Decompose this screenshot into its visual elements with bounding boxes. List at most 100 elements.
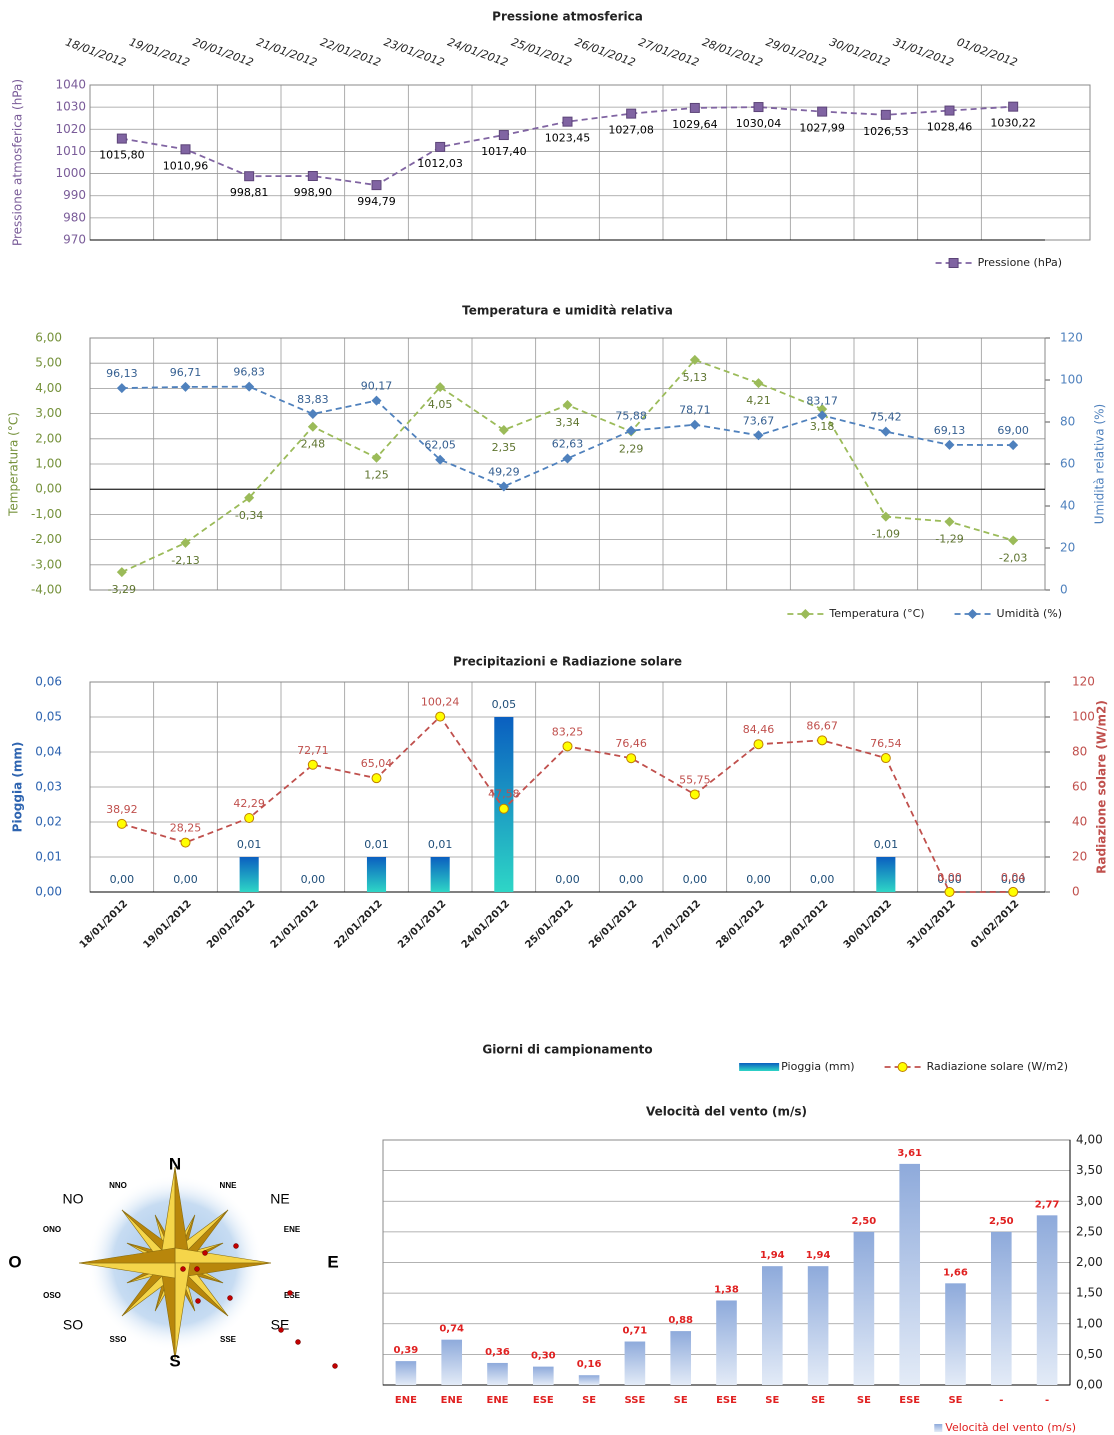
x-tick-label: 01/02/2012 [955, 35, 1019, 69]
data-label: 0,01 [364, 838, 389, 851]
data-label: 1027,08 [608, 124, 654, 137]
data-label: 28,25 [170, 822, 202, 835]
y-tick-label: 3,00 [35, 406, 62, 420]
x-tick-label: ESE [899, 1395, 920, 1406]
bar [716, 1300, 737, 1385]
y2-tick-label: 60 [1072, 780, 1087, 794]
y-tick-label: 970 [63, 233, 86, 247]
bar [991, 1232, 1012, 1385]
legend-label: Radiazione solare (W/m2) [927, 1060, 1068, 1073]
x-tick-label: 27/01/2012 [651, 898, 703, 950]
y-tick-label: 0,00 [35, 482, 62, 496]
x-tick-label: 24/01/2012 [460, 898, 512, 950]
x-tick-label: ENE [441, 1395, 463, 1406]
data-label: 0,00 [110, 873, 135, 886]
compass-label: E [327, 1252, 338, 1271]
y-tick-label: 0,03 [35, 780, 62, 794]
x-tick-label: 21/01/2012 [269, 898, 321, 950]
data-label: 0,16 [577, 1359, 602, 1370]
marker [499, 425, 509, 435]
y-tick-label: 0,02 [35, 815, 62, 829]
data-label: 42,29 [233, 797, 265, 810]
data-label: 0,05 [492, 698, 517, 711]
x-tick-label: 31/01/2012 [905, 898, 957, 950]
marker [308, 172, 317, 181]
data-label: 3,18 [810, 420, 835, 433]
marker [626, 426, 636, 436]
y-tick-label: 1030 [55, 100, 86, 114]
x-tick-label: SE [948, 1395, 962, 1406]
marker [563, 117, 572, 126]
y-tick-label: 1,00 [35, 457, 62, 471]
data-label: 76,46 [615, 737, 647, 750]
y-tick-label: 1,50 [1076, 1286, 1103, 1300]
data-label: -2,03 [999, 551, 1027, 564]
data-label: 69,13 [934, 424, 966, 437]
data-label: 0,01 [874, 838, 899, 851]
data-label: 998,81 [230, 186, 269, 199]
legend: Pressione (hPa) [936, 256, 1062, 269]
data-label: 5,13 [683, 371, 708, 384]
y-tick-label: 0,00 [35, 885, 62, 899]
data-label: 1030,22 [990, 117, 1036, 130]
y-tick-label: 1040 [55, 78, 86, 92]
data-label: 83,83 [297, 393, 329, 406]
marker [754, 740, 763, 749]
marker [754, 378, 764, 388]
data-label: 1015,80 [99, 149, 145, 162]
chart: Pressione atmosferica9709809901000101010… [11, 10, 1091, 270]
y2-tick-label: 120 [1060, 331, 1083, 345]
y2-tick-label: 80 [1060, 415, 1075, 429]
data-label: 0,39 [394, 1345, 419, 1356]
y2-tick-label: 20 [1072, 850, 1087, 864]
bar [367, 857, 386, 892]
x-tick-label: 22/01/2012 [318, 35, 382, 69]
marker [1009, 887, 1018, 896]
data-label: 1023,45 [545, 132, 591, 145]
bar [487, 1363, 508, 1385]
legend-label: Pressione (hPa) [978, 256, 1062, 269]
chart-title: Temperatura e umidità relativa [462, 304, 673, 318]
data-label: -3,29 [108, 583, 136, 596]
marker [308, 409, 318, 419]
y-tick-label: 0,50 [1076, 1347, 1103, 1361]
bar [240, 857, 259, 892]
bar [1037, 1215, 1058, 1385]
x-tick-label: 18/01/2012 [78, 898, 130, 950]
chart-title: Pressione atmosferica [492, 10, 643, 24]
data-label: 994,79 [357, 195, 396, 208]
data-label: 0,71 [623, 1326, 648, 1337]
marker [690, 790, 699, 799]
y-tick-label: 0,04 [35, 745, 62, 759]
x-tick-label: 19/01/2012 [141, 898, 193, 950]
marker [245, 813, 254, 822]
y2-tick-label: 100 [1072, 710, 1095, 724]
x-tick-label: 30/01/2012 [828, 35, 892, 69]
marker [181, 838, 190, 847]
data-label: 0,00 [619, 873, 644, 886]
data-label: 47,58 [488, 788, 520, 801]
y-tick-label: 2,50 [1076, 1224, 1103, 1238]
x-axis-label: Giorni di campionamento [482, 1043, 652, 1057]
marker [627, 109, 636, 118]
data-label: 1,25 [364, 469, 389, 482]
marker [372, 453, 382, 463]
data-label: 0,00 [937, 871, 962, 884]
legend: Pioggia (mm)Radiazione solare (W/m2) [739, 1060, 1068, 1073]
marker [690, 420, 700, 430]
y2-tick-label: 100 [1060, 373, 1083, 387]
x-tick-label: SE [674, 1395, 688, 1406]
y2-tick-label: 40 [1072, 815, 1087, 829]
data-label: 0,36 [485, 1347, 510, 1358]
data-label: 2,50 [852, 1216, 877, 1227]
data-label: 90,17 [361, 380, 393, 393]
data-label: 83,25 [552, 725, 584, 738]
y-tick-label: 0,06 [35, 675, 62, 689]
compass-label: NO [63, 1191, 84, 1207]
y2-tick-label: 20 [1060, 541, 1075, 555]
y-tick-label: 0,01 [35, 850, 62, 864]
data-label: 1,66 [943, 1267, 968, 1278]
data-label: 1,94 [806, 1250, 831, 1261]
x-tick-label: 23/01/2012 [382, 35, 446, 69]
y-tick-label: 4,00 [35, 381, 62, 395]
